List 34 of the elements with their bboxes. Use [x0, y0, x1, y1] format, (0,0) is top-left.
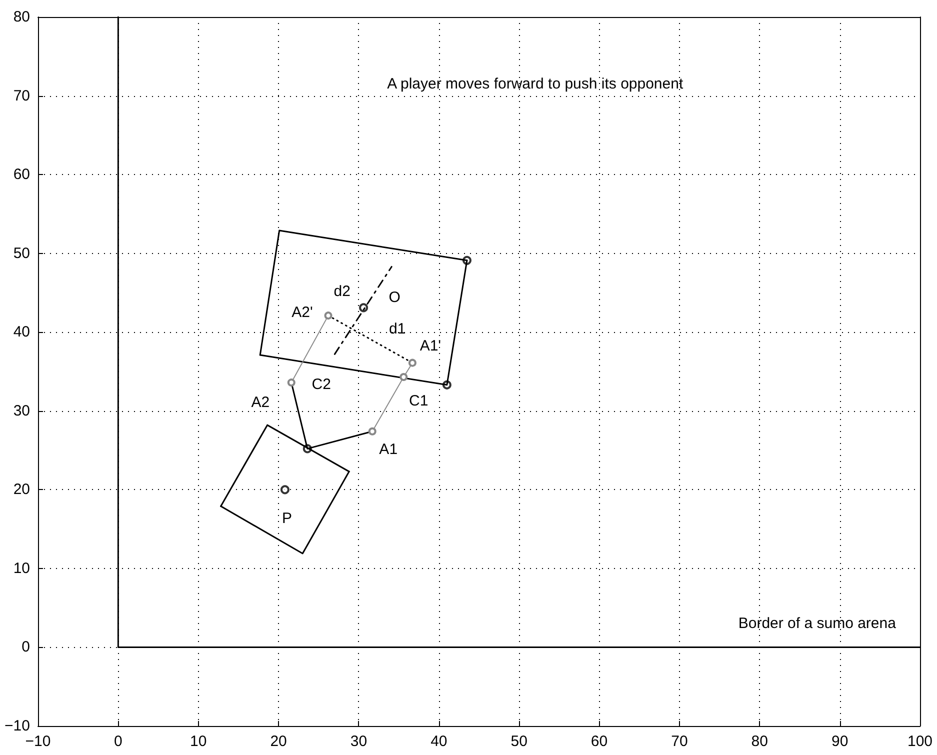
x-tick-label: 10 — [190, 733, 207, 750]
x-tick-label: 80 — [751, 733, 768, 750]
y-tick-label: 70 — [13, 87, 30, 104]
annotation: P — [282, 510, 292, 528]
annotation: A2 — [251, 394, 270, 412]
x-tick-label: 40 — [430, 733, 448, 750]
annotation: A2' — [292, 304, 313, 322]
annotation: d1 — [389, 320, 406, 338]
annotation: Border of a sumo arena — [738, 615, 897, 632]
x-tick-label: 70 — [671, 733, 688, 750]
x-tick-label: 100 — [907, 733, 933, 750]
x-tick-label: 0 — [114, 733, 122, 750]
annotation: O — [388, 289, 400, 306]
annotation: A1' — [420, 337, 442, 354]
annotation: C2 — [312, 376, 331, 394]
annotation: A1 — [379, 440, 398, 458]
x-tick-label: 60 — [590, 733, 608, 750]
y-tick-label: 80 — [13, 8, 30, 26]
y-tick-label: 50 — [13, 244, 30, 262]
annotation: C1 — [409, 392, 428, 410]
x-tick-label: 50 — [510, 733, 528, 750]
y-tick-label: 40 — [13, 324, 30, 341]
y-tick-label: 30 — [13, 402, 30, 420]
x-tick-label: 90 — [831, 733, 848, 750]
y-tick-label: 10 — [13, 560, 30, 577]
y-tick-label: 60 — [13, 166, 30, 184]
annotation: A player moves forward to push its opponent — [387, 75, 684, 92]
y-tick-label: −10 — [4, 718, 30, 734]
x-tick-label: 20 — [270, 733, 287, 750]
y-tick-label: 0 — [22, 638, 30, 656]
annotation: d2 — [334, 283, 350, 300]
y-tick-label: 20 — [13, 481, 30, 498]
x-tick-label: 30 — [350, 733, 368, 750]
x-tick-label: −10 — [25, 733, 51, 750]
